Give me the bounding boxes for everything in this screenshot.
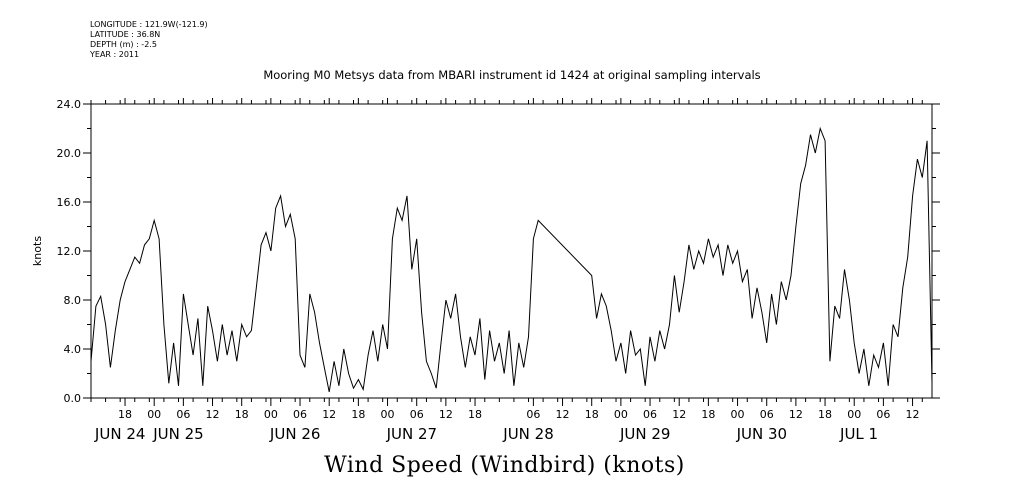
x-hour-label: 18 [818,408,832,421]
wind-speed-line [90,126,933,392]
x-hour-label: 06 [760,408,774,421]
y-tick-label: 16.0 [57,196,82,209]
x-date-label: JUN 26 [269,425,320,443]
longitude-text: LONGITUDE : 121.9W(-121.9) [90,20,208,29]
x-date-label: JUN 24 [94,425,145,443]
depth-text: DEPTH (m) : -2.5 [90,40,157,49]
x-hour-label: 06 [876,408,890,421]
x-hour-label: 00 [381,408,395,421]
x-hour-label: 00 [847,408,861,421]
x-date-label: JUN 27 [386,425,437,443]
x-hour-label: 18 [585,408,599,421]
x-hour-label: 18 [351,408,365,421]
latitude-text: LATITUDE : 36.8N [90,30,161,39]
series-group [90,126,933,392]
x-hour-label: 00 [731,408,745,421]
x-hour-label: 06 [293,408,307,421]
x-date-label: JUN 25 [152,425,203,443]
y-axis: 0.0 4.0 8.0 12.0 16.0 20.0 24.0 [57,98,940,405]
x-hour-label: 12 [206,408,220,421]
x-hour-label: 12 [906,408,920,421]
x-date-label: JUL 1 [839,425,878,443]
x-hour-label: 06 [526,408,540,421]
chart-title: Mooring M0 Metsys data from MBARI instru… [263,68,761,82]
x-hour-label: 12 [322,408,336,421]
x-axis: 18 00 06 12 18 00 06 12 18 00 06 12 18 06 12 18 00 06 12 18… [90,98,923,443]
x-hour-label: 12 [789,408,803,421]
x-hour-label: 06 [176,408,190,421]
y-tick-label: 24.0 [57,98,82,111]
y-tick-label: 20.0 [57,147,82,160]
x-hour-label: 18 [235,408,249,421]
x-hour-label: 00 [614,408,628,421]
y-tick-label: 12.0 [57,245,82,258]
x-hour-label: 06 [410,408,424,421]
y-axis-label: knots [31,236,44,266]
x-date-label: JUN 30 [736,425,787,443]
x-hour-label: 12 [556,408,570,421]
x-hour-label: 18 [701,408,715,421]
x-hour-label: 00 [264,408,278,421]
x-hour-label: 00 [147,408,161,421]
y-tick-label: 8.0 [64,294,82,307]
bottom-title: Wind Speed (Windbird) (knots) [324,453,685,478]
y-tick-label: 0.0 [64,392,82,405]
x-date-label: JUN 29 [619,425,670,443]
year-text: YEAR : 2011 [90,50,140,59]
x-hour-label: 18 [118,408,132,421]
metadata-block: LONGITUDE : 121.9W(-121.9) LATITUDE : 36… [90,20,208,60]
x-hour-label: 18 [468,408,482,421]
x-hour-label: 12 [439,408,453,421]
x-date-label: JUN 28 [502,425,553,443]
x-hour-label: 12 [672,408,686,421]
y-tick-label: 4.0 [64,343,82,356]
x-hour-label: 06 [643,408,657,421]
